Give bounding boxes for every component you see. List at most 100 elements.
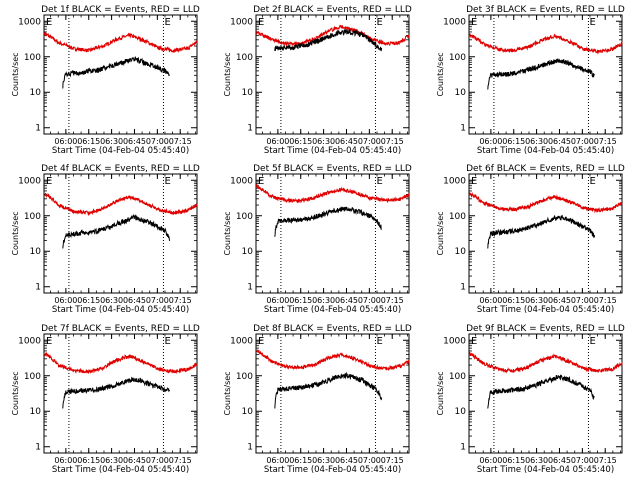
marker-letter: E	[164, 336, 170, 347]
y-tick-label: 1	[35, 283, 41, 293]
plot-frame	[43, 14, 198, 135]
x-tick-label: 07:00	[571, 296, 594, 305]
plot-frame	[43, 173, 198, 294]
marker-letter: E	[471, 176, 477, 187]
x-axis-label: Start Time (04-Feb-04 05:45:40)	[477, 305, 614, 315]
detector-panel-6: Det 6f BLACK = Events, RED = LLD 1 10 100 10…	[436, 164, 625, 315]
series-lld-line	[469, 351, 623, 374]
y-axis-label: Counts/sec	[223, 211, 232, 255]
marker-letter: E	[471, 336, 477, 347]
marker-letter: E	[46, 176, 52, 187]
marker-letter: E	[589, 176, 595, 187]
y-tick-label: 1000	[18, 336, 41, 346]
marker-letter: E	[258, 17, 264, 28]
marker-letter: E	[376, 176, 382, 187]
series-lld-line	[256, 24, 410, 48]
series-events-line	[487, 58, 595, 90]
y-tick-label: 10	[242, 407, 254, 417]
x-tick-label: 06:00	[266, 137, 289, 146]
series-lld-line	[256, 349, 410, 371]
x-axis-label: Start Time (04-Feb-04 05:45:40)	[52, 305, 189, 315]
x-tick-label: 06:00	[54, 137, 77, 146]
x-tick-label: 06:45	[335, 296, 358, 305]
x-tick-label: 07:15	[169, 137, 192, 146]
x-tick-label: 07:00	[571, 137, 594, 146]
x-tick-label: 06:15	[77, 137, 100, 146]
x-tick-label: 06:00	[54, 456, 77, 465]
series-events-line	[62, 376, 171, 409]
marker-letter: E	[46, 336, 52, 347]
y-tick-label: 10	[455, 88, 467, 98]
series-events-line	[62, 214, 171, 249]
plot-frame	[468, 333, 623, 454]
plot-frame	[255, 173, 410, 294]
x-tick-label: 07:15	[594, 456, 617, 465]
x-tick-label: 06:45	[335, 137, 358, 146]
x-tick-label: 06:30	[525, 137, 548, 146]
x-tick-label: 06:15	[77, 296, 100, 305]
marker-letter: E	[164, 176, 170, 187]
y-tick-label: 100	[449, 372, 466, 382]
y-tick-label: 1	[460, 124, 466, 134]
y-axis-label: Counts/sec	[436, 371, 445, 415]
x-axis-label: Start Time (04-Feb-04 05:45:40)	[477, 465, 614, 475]
y-tick-label: 10	[30, 407, 42, 417]
y-tick-label: 100	[449, 212, 466, 222]
x-tick-label: 06:45	[123, 296, 146, 305]
y-tick-label: 1	[35, 124, 41, 134]
y-tick-label: 100	[236, 212, 253, 222]
plot-frame	[43, 333, 198, 454]
series-lld-line	[44, 31, 198, 53]
x-tick-label: 06:15	[502, 137, 525, 146]
x-tick-label: 06:30	[525, 456, 548, 465]
x-tick-label: 07:00	[146, 296, 169, 305]
x-tick-label: 07:00	[358, 456, 381, 465]
marker-letter: E	[589, 17, 595, 28]
x-tick-label: 06:15	[502, 456, 525, 465]
x-tick-label: 07:15	[381, 456, 404, 465]
y-tick-label: 100	[24, 372, 41, 382]
x-tick-label: 06:45	[335, 456, 358, 465]
panel-title: Det 2f BLACK = Events, RED = LLD	[253, 5, 412, 15]
x-tick-label: 06:45	[548, 456, 571, 465]
y-tick-label: 1000	[18, 17, 41, 27]
y-tick-label: 10	[242, 247, 254, 257]
detector-panel-9: Det 9f BLACK = Events, RED = LLD 1 10 100 10…	[436, 324, 625, 475]
y-tick-label: 1000	[230, 17, 253, 27]
x-axis-label: Start Time (04-Feb-04 05:45:40)	[52, 146, 189, 156]
series-lld-line	[44, 351, 198, 375]
x-tick-label: 06:00	[479, 296, 502, 305]
y-tick-label: 10	[30, 88, 42, 98]
y-tick-label: 100	[236, 372, 253, 382]
x-tick-label: 06:00	[266, 296, 289, 305]
x-tick-label: 07:15	[381, 137, 404, 146]
x-tick-label: 06:15	[502, 296, 525, 305]
y-tick-label: 10	[30, 247, 42, 257]
plot-frame	[255, 333, 410, 454]
y-tick-label: 1	[35, 443, 41, 453]
y-tick-label: 1000	[443, 336, 466, 346]
y-axis-label: Counts/sec	[436, 211, 445, 255]
x-axis-label: Start Time (04-Feb-04 05:45:40)	[264, 146, 401, 156]
plot-frame	[468, 173, 623, 294]
y-tick-label: 1	[460, 283, 466, 293]
y-tick-label: 1000	[443, 176, 466, 186]
y-tick-label: 100	[24, 212, 41, 222]
panel-title: Det 8f BLACK = Events, RED = LLD	[253, 324, 412, 334]
y-axis-label: Counts/sec	[11, 52, 20, 96]
marker-letter: E	[471, 17, 477, 28]
y-axis-label: Counts/sec	[11, 371, 20, 415]
series-lld-line	[256, 184, 410, 204]
y-tick-label: 100	[24, 53, 41, 63]
x-tick-label: 07:15	[169, 456, 192, 465]
y-tick-label: 1	[247, 283, 253, 293]
detector-panel-1: Det 1f BLACK = Events, RED = LLD 1 10 100 10…	[11, 5, 200, 156]
y-tick-label: 10	[242, 88, 254, 98]
x-tick-label: 07:15	[169, 296, 192, 305]
series-lld-line	[469, 33, 623, 55]
x-tick-label: 06:30	[312, 456, 335, 465]
y-axis-label: Counts/sec	[223, 52, 232, 96]
x-tick-label: 06:45	[123, 137, 146, 146]
x-axis-label: Start Time (04-Feb-04 05:45:40)	[264, 305, 401, 315]
